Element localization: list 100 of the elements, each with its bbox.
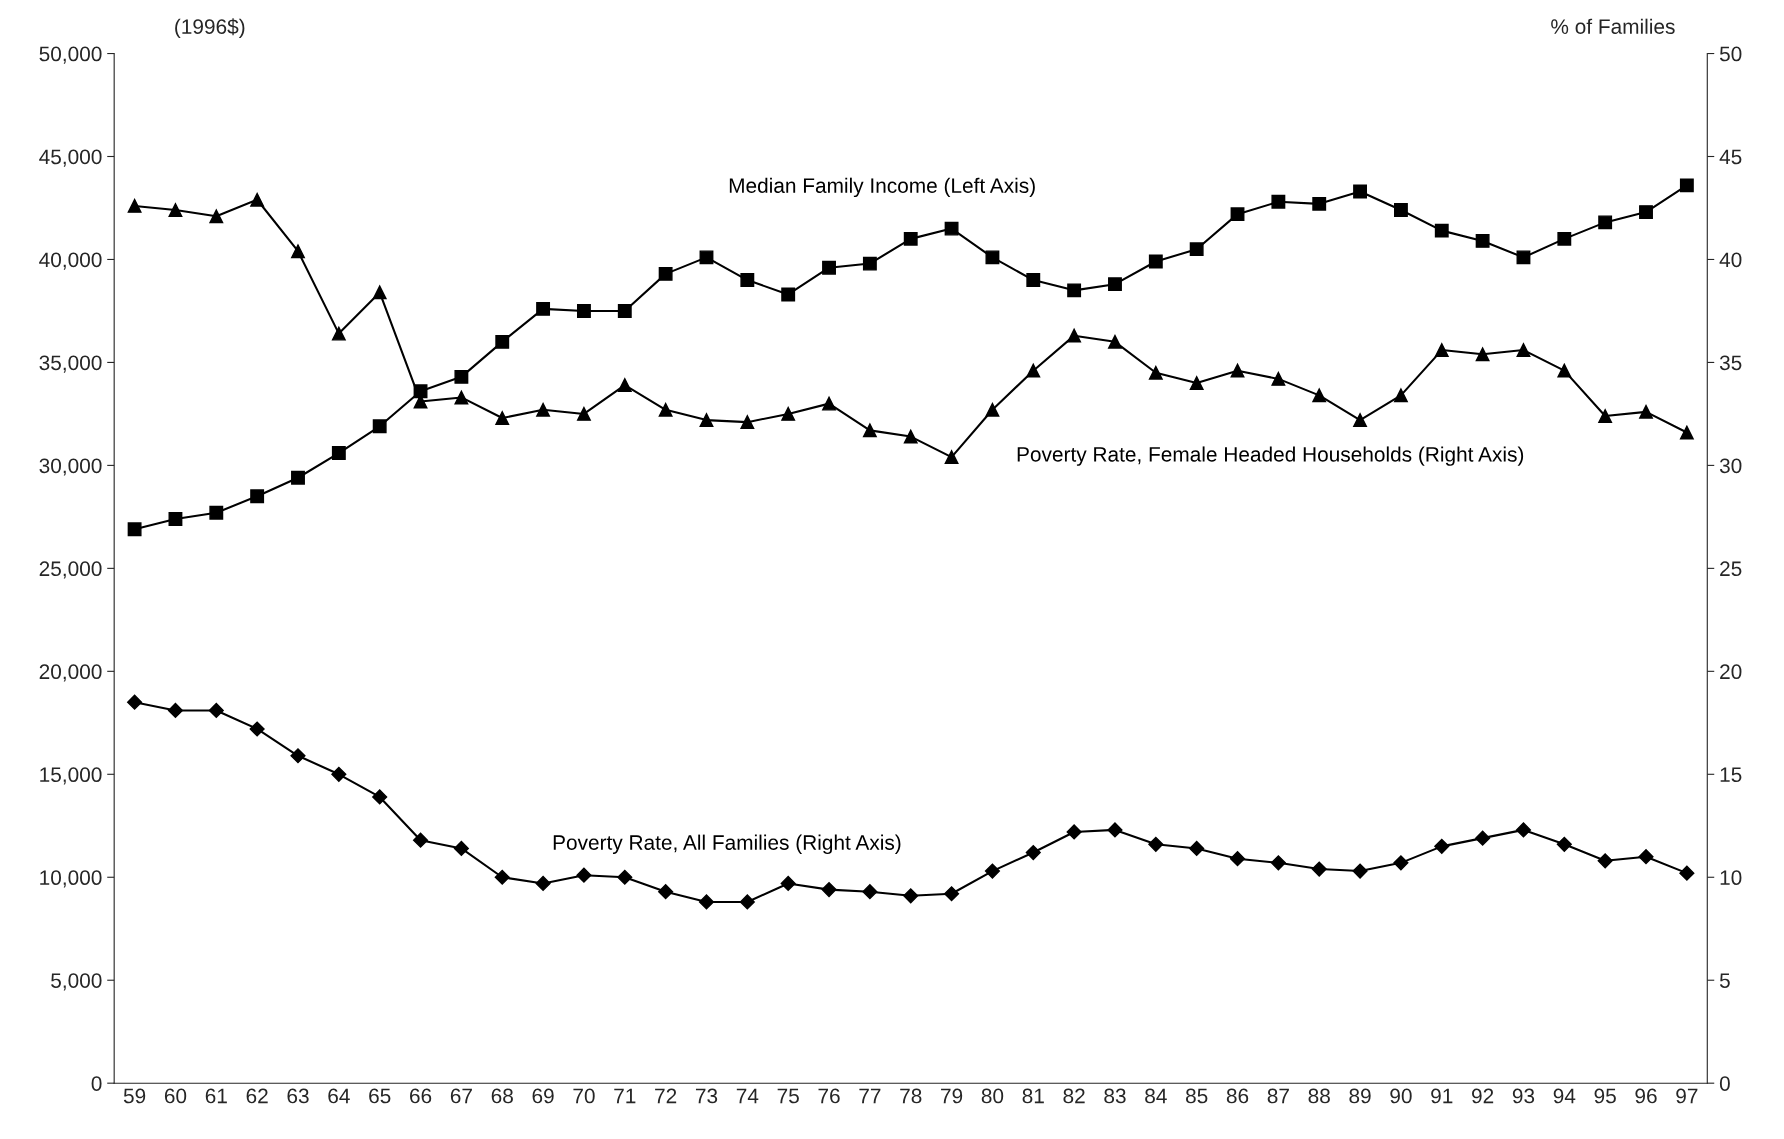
point <box>1148 365 1163 380</box>
point <box>1557 363 1572 378</box>
y2-tick-label: 45 <box>1719 149 1742 165</box>
point <box>1353 184 1368 199</box>
point <box>985 250 1000 265</box>
point <box>1271 371 1286 386</box>
point <box>739 894 755 910</box>
point <box>658 884 674 900</box>
x-tick-label: 71 <box>614 1088 636 1104</box>
point <box>127 694 143 710</box>
x-tick-label: 96 <box>1635 1088 1657 1104</box>
point <box>903 888 919 904</box>
x-tick-label: 97 <box>1676 1088 1698 1104</box>
point <box>658 266 673 281</box>
point <box>290 748 306 764</box>
point <box>1679 425 1694 440</box>
point <box>168 511 183 526</box>
point <box>1557 231 1572 246</box>
x-tick-label: 87 <box>1267 1088 1289 1104</box>
point <box>1353 413 1368 428</box>
point <box>944 221 959 236</box>
point <box>1597 853 1613 869</box>
point <box>1026 273 1041 288</box>
x-tick-label: 88 <box>1308 1088 1330 1104</box>
point <box>1393 855 1409 871</box>
y-tick-label: 20,000 <box>39 664 102 682</box>
x-tick-label: 79 <box>941 1088 963 1104</box>
y-tick-label: 40,000 <box>39 252 102 270</box>
point <box>1312 196 1327 211</box>
point <box>1638 849 1654 865</box>
y-tick-label: 45,000 <box>39 149 102 167</box>
point <box>209 209 224 224</box>
y-tick-label: 0 <box>91 1076 102 1091</box>
point <box>1639 404 1653 419</box>
point <box>1271 194 1286 209</box>
point <box>862 423 877 438</box>
point <box>208 702 224 719</box>
x-tick-label: 74 <box>736 1088 759 1104</box>
point <box>822 260 836 275</box>
point <box>1189 242 1204 257</box>
point <box>250 489 265 504</box>
point <box>535 875 551 892</box>
point <box>1516 250 1531 265</box>
point <box>331 446 346 460</box>
point <box>1352 863 1368 879</box>
y-tick-label: 25,000 <box>39 561 102 579</box>
point <box>740 415 755 430</box>
x-tick-label: 59 <box>123 1088 146 1104</box>
point <box>822 396 836 411</box>
point <box>781 406 796 421</box>
point <box>250 192 265 207</box>
point <box>1515 822 1532 838</box>
point <box>698 894 715 910</box>
point <box>1148 836 1164 852</box>
point <box>454 369 469 384</box>
point <box>1679 178 1694 193</box>
y-tick-label: 15,000 <box>40 767 102 785</box>
y-tick-label: 10,000 <box>40 870 102 888</box>
x-tick-label: 64 <box>328 1088 350 1104</box>
point <box>780 875 796 892</box>
point <box>454 390 469 405</box>
y2-tick-label: 25 <box>1720 561 1742 577</box>
x-tick-label: 85 <box>1185 1088 1208 1104</box>
point <box>740 273 755 288</box>
y-tick-label: 5,000 <box>51 973 102 991</box>
x-tick-label: 82 <box>1063 1088 1085 1104</box>
y2-tick-label: 50 <box>1719 46 1742 62</box>
point <box>167 702 184 719</box>
series-label: Poverty Rate, Female Headed Households (Right Axis) <box>1017 446 1524 466</box>
point <box>1230 363 1245 378</box>
point <box>1148 254 1163 269</box>
x-tick-label: 93 <box>1512 1088 1535 1104</box>
point <box>209 505 224 520</box>
x-tick-label: 60 <box>164 1088 187 1104</box>
x-tick-label: 73 <box>695 1088 718 1104</box>
point <box>1107 822 1123 838</box>
x-tick-label: 72 <box>655 1088 677 1104</box>
point <box>1639 205 1653 220</box>
point <box>1434 343 1449 358</box>
point <box>331 766 347 782</box>
point <box>494 869 510 885</box>
point <box>1516 343 1531 358</box>
point <box>331 326 346 341</box>
point <box>1108 277 1122 292</box>
point <box>1025 844 1041 861</box>
y2-axis-title: % of Families <box>1551 18 1675 34</box>
x-tick-label: 63 <box>287 1088 309 1104</box>
point <box>617 304 632 318</box>
x-tick-label: 69 <box>532 1088 554 1104</box>
x-tick-label: 66 <box>410 1088 432 1104</box>
x-tick-label: 76 <box>818 1088 840 1104</box>
point <box>984 863 1001 879</box>
x-tick-label: 81 <box>1022 1088 1044 1104</box>
text: Median Family Income (Left Axis) <box>729 177 1035 198</box>
point <box>1434 838 1450 854</box>
point <box>1230 207 1245 222</box>
x-tick-label: 92 <box>1472 1088 1494 1104</box>
y2-tick-label: 10 <box>1720 870 1742 886</box>
x-tick-label: 80 <box>981 1088 1004 1104</box>
point <box>127 522 142 537</box>
